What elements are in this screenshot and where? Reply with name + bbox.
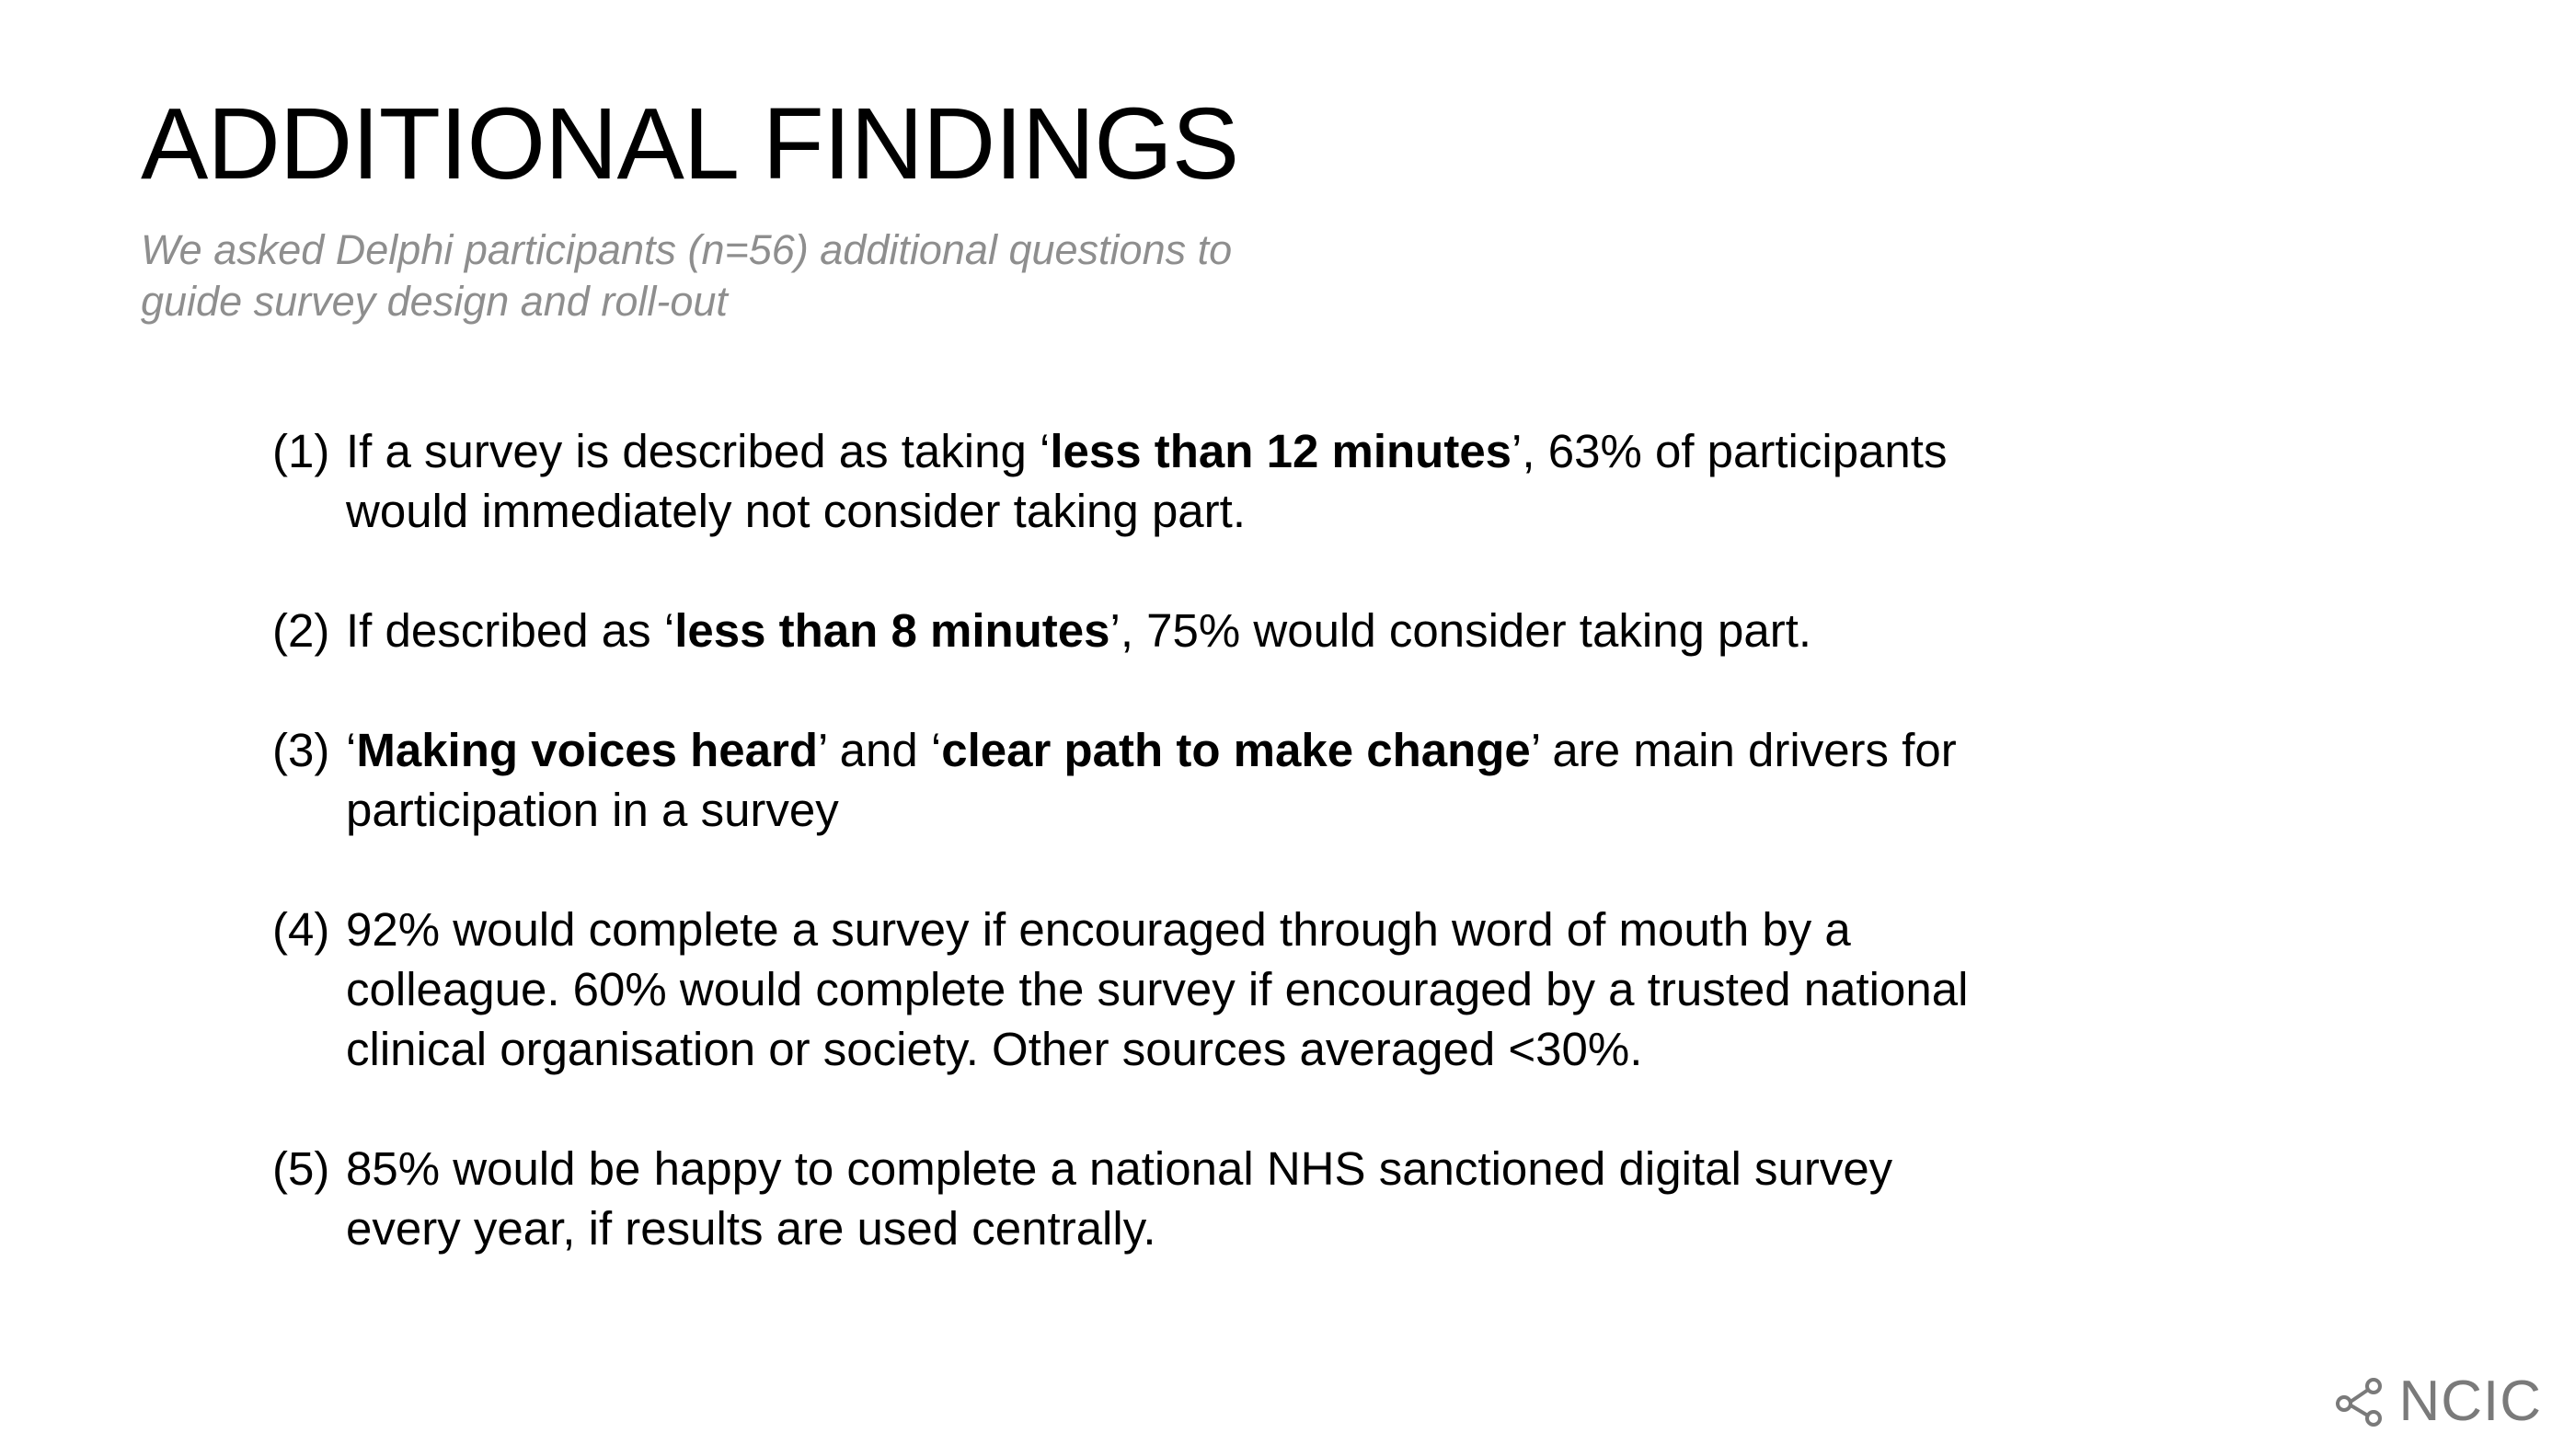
finding-text: ‘Making voices heard’ and ‘clear path to… <box>346 720 1983 840</box>
finding-emphasis: less than 8 minutes <box>674 604 1110 657</box>
finding-text-part: ’, 63% of participants would immediately… <box>346 425 1948 537</box>
finding-number: (4) <box>272 903 330 956</box>
share-nodes-icon <box>2336 1378 2383 1427</box>
finding-text-part: 85% would be happy to complete a nationa… <box>346 1142 1893 1255</box>
finding-text-part: If described as ‘ <box>346 604 675 657</box>
finding-item-5: (5) 85% would be happy to complete a nat… <box>272 1139 1983 1258</box>
finding-emphasis: Making voices heard <box>356 724 819 776</box>
finding-item-1: (1) If a survey is described as taking ‘… <box>272 421 1983 541</box>
finding-emphasis: less than 12 minutes <box>1050 425 1512 477</box>
finding-text-part: If a survey is described as taking ‘ <box>346 425 1051 477</box>
ncic-logo: NCIC <box>2334 1370 2542 1434</box>
finding-item-4: (4) 92% would complete a survey if encou… <box>272 900 1983 1079</box>
finding-text-part: 92% would complete a survey if encourage… <box>346 903 1969 1075</box>
slide-subtitle: We asked Delphi participants (n=56) addi… <box>141 224 1429 327</box>
finding-item-2: (2) If described as ‘less than 8 minutes… <box>272 601 1983 660</box>
finding-item-3: (3) ‘Making voices heard’ and ‘clear pat… <box>272 720 1983 840</box>
finding-number: (2) <box>272 604 330 657</box>
finding-text-part: ’ are main drivers for participation in … <box>346 724 1957 836</box>
logo-text: NCIC <box>2398 1370 2542 1433</box>
finding-number: (1) <box>272 425 330 477</box>
finding-text-part: ’, 75% would consider taking part. <box>1109 604 1812 657</box>
findings-list: (1) If a survey is described as taking ‘… <box>272 421 1983 1258</box>
subtitle-line-2: guide survey design and roll-out <box>141 278 728 325</box>
slide-title: ADDITIONAL FINDINGS <box>141 87 1239 201</box>
finding-text: If described as ‘less than 8 minutes’, 7… <box>346 601 1983 660</box>
finding-text: If a survey is described as taking ‘less… <box>346 421 1983 541</box>
finding-text: 85% would be happy to complete a nationa… <box>346 1139 1983 1258</box>
finding-emphasis: clear path to make change <box>941 724 1531 776</box>
finding-text-part: ‘ <box>346 724 357 776</box>
finding-number: (5) <box>272 1142 330 1195</box>
subtitle-line-1: We asked Delphi participants (n=56) addi… <box>141 226 1233 273</box>
finding-text: 92% would complete a survey if encourage… <box>346 900 1983 1079</box>
finding-number: (3) <box>272 724 330 776</box>
finding-text-part: ’ and ‘ <box>818 724 942 776</box>
